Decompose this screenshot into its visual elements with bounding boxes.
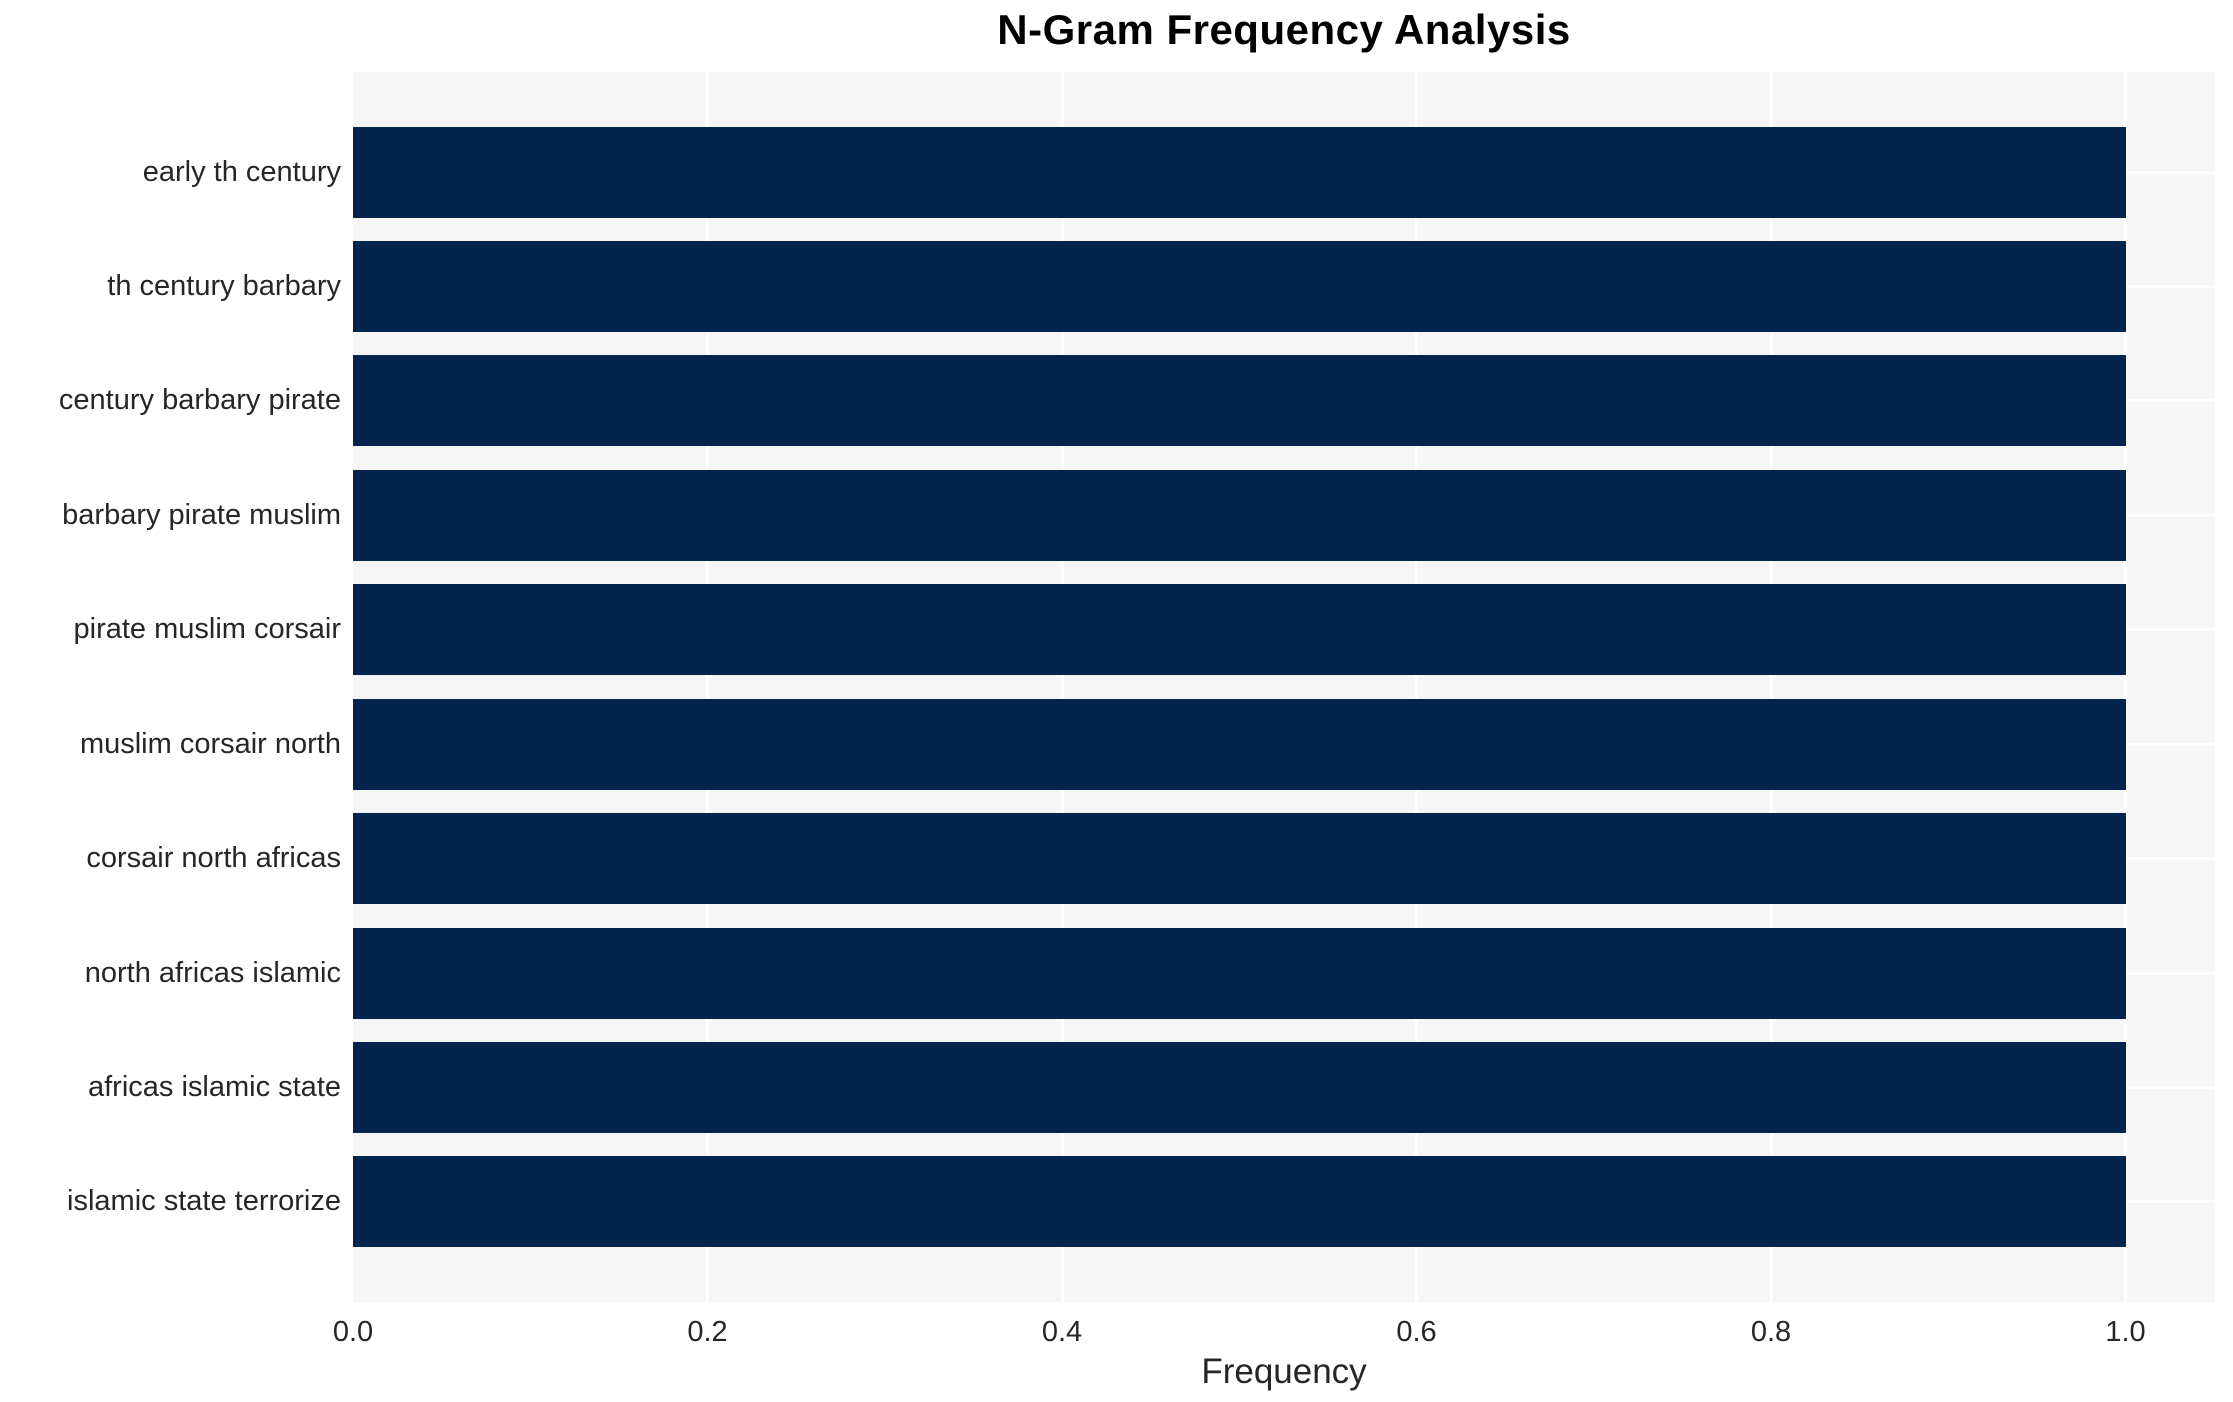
bar <box>353 355 2126 447</box>
vertical-gridline <box>1769 72 1773 1302</box>
chart-title: N-Gram Frequency Analysis <box>997 6 1571 53</box>
bar <box>353 240 2126 332</box>
bar <box>353 698 2126 790</box>
bar <box>353 927 2126 1019</box>
y-tick-label: pirate muslim corsair <box>73 613 342 646</box>
y-tick-label: north africas islamic <box>84 956 341 989</box>
y-tick-label: early th century <box>142 155 341 188</box>
y-tick-label: century barbary pirate <box>58 384 341 417</box>
y-tick-label: muslim corsair north <box>79 727 341 760</box>
bar <box>353 1156 2126 1248</box>
x-tick-label: 1.0 <box>2105 1316 2146 1348</box>
bar <box>353 126 2126 218</box>
bar <box>353 813 2126 905</box>
vertical-gridline <box>706 72 709 1302</box>
bar <box>353 469 2126 561</box>
vertical-gridline <box>1415 72 1418 1302</box>
y-tick-label: barbary pirate muslim <box>62 498 341 531</box>
x-tick-label: 0.2 <box>687 1316 728 1348</box>
x-tick-label: 0.8 <box>1750 1316 1792 1348</box>
y-tick-label: th century barbary <box>107 269 341 302</box>
vertical-gridline <box>2124 72 2127 1302</box>
y-tick-label: africas islamic state <box>87 1071 341 1104</box>
x-axis-title: Frequency <box>1201 1352 1367 1391</box>
x-tick-label: 0.4 <box>1041 1316 1083 1348</box>
y-tick-label: corsair north africas <box>86 842 341 875</box>
bar <box>353 1042 2126 1134</box>
x-tick-label: 0.6 <box>1396 1316 1437 1348</box>
plot-area <box>353 72 2215 1302</box>
y-tick-label: islamic state terrorize <box>67 1185 341 1218</box>
vertical-gridline <box>1060 72 1064 1302</box>
x-tick-label: 0.0 <box>332 1316 374 1348</box>
bar <box>353 584 2126 676</box>
